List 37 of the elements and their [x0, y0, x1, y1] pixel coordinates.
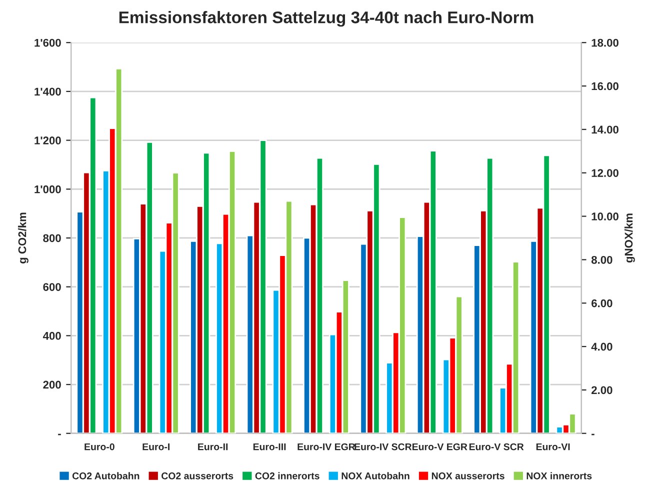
y2-tick-label: 4.00	[591, 342, 612, 351]
y-tick-label: 1'400	[34, 88, 61, 96]
y2-tick-label: 6.00	[592, 299, 612, 308]
y2-tick-label: 10.00	[592, 212, 618, 220]
y-tick-label: 400	[42, 332, 61, 340]
y2-tick-label: 2.00	[592, 386, 612, 394]
x-tick-label: Euro-V SCR	[469, 443, 524, 450]
y2-axis-title: gNOX/km	[624, 214, 635, 263]
y-tick-label: 200	[43, 380, 61, 389]
legend-label: NOX innerorts	[526, 472, 592, 480]
x-tick-label: Euro-IV SCR	[354, 443, 412, 450]
y-tick-label: 800	[43, 234, 61, 242]
legend-label: CO2 innerorts	[255, 472, 320, 480]
y-tick-label: 1'200	[34, 136, 61, 144]
x-tick-label: Euro-V EGR	[412, 443, 468, 450]
y2-tick-label: 14.00	[592, 126, 618, 134]
y2-tick-label: 18.00	[592, 38, 618, 47]
chart-title: Emissionsfaktoren Sattelzug 34-40t nach Euro-Norm	[119, 11, 534, 27]
x-tick-label: Euro-VI	[536, 443, 570, 450]
x-tick-label: Euro-0	[84, 443, 114, 450]
x-tick-label: Euro-II	[198, 443, 228, 450]
legend-label: CO2 ausserorts	[162, 472, 234, 480]
y2-tick-label: -	[592, 434, 594, 436]
y2-tick-label: 8.00	[591, 256, 612, 264]
x-tick-label: Euro-I	[142, 443, 170, 450]
y-tick-label: 1'600	[34, 38, 61, 47]
y-tick-label: -	[58, 434, 61, 436]
y2-tick-label: 16.00	[592, 82, 618, 90]
x-tick-label: Euro-IV EGR	[298, 443, 356, 450]
legend-label: NOX Autobahn	[342, 472, 410, 480]
legend-label: NOX ausserorts	[432, 472, 504, 480]
y-axis-title: g CO2/km	[18, 212, 28, 264]
x-tick-label: Euro-III	[253, 443, 286, 450]
y2-tick-label: 12.00	[592, 169, 618, 177]
legend-label: CO2 Autobahn	[72, 472, 140, 480]
y-tick-label: 1'000	[34, 185, 61, 194]
y-tick-label: 600	[43, 283, 61, 291]
